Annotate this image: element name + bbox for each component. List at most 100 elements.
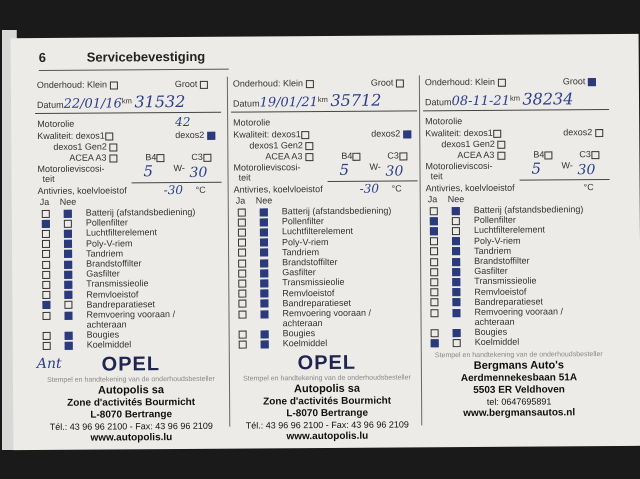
ja-checkbox[interactable] <box>429 227 438 236</box>
ja-checkbox[interactable] <box>430 339 439 348</box>
b4-checkbox[interactable] <box>544 151 553 160</box>
ja-checkbox[interactable] <box>430 257 439 266</box>
ja-checkbox[interactable] <box>41 240 51 249</box>
ja-checkbox[interactable] <box>237 238 247 247</box>
ja-checkbox[interactable] <box>42 291 51 300</box>
nee-checkbox[interactable] <box>451 206 460 215</box>
nee-checkbox[interactable] <box>63 229 72 238</box>
nee-checkbox[interactable] <box>452 339 461 348</box>
c3-checkbox[interactable] <box>398 152 407 161</box>
ja-checkbox[interactable] <box>430 278 439 287</box>
nee-checkbox[interactable] <box>64 311 73 320</box>
ja-checkbox[interactable] <box>238 269 247 278</box>
dexos2-checkbox[interactable] <box>402 130 411 139</box>
nee-checkbox[interactable] <box>260 340 269 349</box>
c3-checkbox[interactable] <box>590 150 599 159</box>
nee-checkbox[interactable] <box>451 216 460 225</box>
dexos1-checkbox[interactable] <box>300 130 309 139</box>
nee-checkbox[interactable] <box>64 280 73 289</box>
nee-checkbox[interactable] <box>259 218 268 227</box>
dexos1-checkbox[interactable] <box>104 132 113 141</box>
ja-checkbox[interactable] <box>429 206 438 215</box>
nee-checkbox[interactable] <box>260 289 269 298</box>
nee-checkbox[interactable] <box>260 248 269 257</box>
ja-checkbox[interactable] <box>430 308 439 317</box>
nee-checkbox[interactable] <box>260 269 269 278</box>
dexos1-checkbox[interactable] <box>492 129 501 138</box>
gen2-checkbox[interactable] <box>305 141 314 150</box>
nee-checkbox[interactable] <box>451 237 461 246</box>
dexos2-checkbox[interactable] <box>206 131 215 140</box>
ja-checkbox[interactable] <box>238 289 247 298</box>
c3-checkbox[interactable] <box>202 153 211 162</box>
nee-checkbox[interactable] <box>63 239 73 249</box>
klein-checkbox[interactable] <box>109 81 118 90</box>
ja-checkbox[interactable] <box>41 219 50 228</box>
nee-checkbox[interactable] <box>260 310 269 319</box>
b4-checkbox[interactable] <box>156 153 165 162</box>
nee-checkbox[interactable] <box>260 299 269 308</box>
nee-checkbox[interactable] <box>64 331 73 340</box>
ja-checkbox[interactable] <box>42 331 51 340</box>
klein-checkbox[interactable] <box>305 79 314 88</box>
ja-checkbox[interactable] <box>429 217 438 226</box>
ja-checkbox[interactable] <box>238 310 247 319</box>
ja-checkbox[interactable] <box>430 247 439 256</box>
nee-checkbox[interactable] <box>451 227 460 236</box>
ja-checkbox[interactable] <box>42 250 51 259</box>
nee-checkbox[interactable] <box>452 298 461 307</box>
ja-checkbox[interactable] <box>237 208 246 217</box>
ja-checkbox[interactable] <box>238 299 247 309</box>
nee-checkbox[interactable] <box>452 278 461 287</box>
nee-checkbox[interactable] <box>260 330 269 339</box>
ja-checkbox[interactable] <box>238 259 247 268</box>
ja-checkbox[interactable] <box>42 260 51 269</box>
nee-checkbox[interactable] <box>63 219 72 228</box>
nee-checkbox[interactable] <box>64 250 73 259</box>
ja-checkbox[interactable] <box>238 330 247 339</box>
ja-checkbox[interactable] <box>238 248 247 258</box>
nee-checkbox[interactable] <box>452 288 461 297</box>
nee-checkbox[interactable] <box>64 270 73 279</box>
ja-checkbox[interactable] <box>41 209 50 218</box>
nee-checkbox[interactable] <box>63 209 72 218</box>
acea-checkbox[interactable] <box>496 151 505 160</box>
gen2-checkbox[interactable] <box>497 140 506 149</box>
nee-checkbox[interactable] <box>64 341 73 350</box>
nee-checkbox[interactable] <box>259 228 268 237</box>
nee-checkbox[interactable] <box>452 257 461 266</box>
ja-checkbox[interactable] <box>42 280 51 289</box>
b4-checkbox[interactable] <box>352 152 361 161</box>
acea-checkbox[interactable] <box>304 152 313 161</box>
gen2-checkbox[interactable] <box>109 143 118 152</box>
nee-checkbox[interactable] <box>452 308 461 317</box>
groot-checkbox[interactable] <box>199 80 208 89</box>
klein-checkbox[interactable] <box>497 78 506 87</box>
ja-checkbox[interactable] <box>430 288 439 297</box>
nee-checkbox[interactable] <box>260 279 269 288</box>
ja-checkbox[interactable] <box>41 229 50 238</box>
nee-checkbox[interactable] <box>64 290 73 300</box>
ja-checkbox[interactable] <box>429 237 439 246</box>
ja-checkbox[interactable] <box>42 341 51 350</box>
nee-checkbox[interactable] <box>64 301 73 310</box>
nee-checkbox[interactable] <box>452 328 461 337</box>
ja-checkbox[interactable] <box>237 228 246 237</box>
groot-checkbox[interactable] <box>587 77 596 86</box>
nee-checkbox[interactable] <box>452 267 461 276</box>
ja-checkbox[interactable] <box>238 340 247 349</box>
ja-checkbox[interactable] <box>237 218 246 227</box>
nee-checkbox[interactable] <box>64 260 73 269</box>
nee-checkbox[interactable] <box>260 259 269 268</box>
nee-checkbox[interactable] <box>259 238 269 247</box>
ja-checkbox[interactable] <box>238 279 247 288</box>
dexos2-checkbox[interactable] <box>594 128 603 137</box>
ja-checkbox[interactable] <box>42 301 51 310</box>
groot-checkbox[interactable] <box>395 79 404 88</box>
ja-checkbox[interactable] <box>430 329 439 338</box>
nee-checkbox[interactable] <box>452 247 461 256</box>
acea-checkbox[interactable] <box>108 154 117 163</box>
nee-checkbox[interactable] <box>259 208 268 217</box>
ja-checkbox[interactable] <box>430 268 439 277</box>
ja-checkbox[interactable] <box>42 311 51 320</box>
